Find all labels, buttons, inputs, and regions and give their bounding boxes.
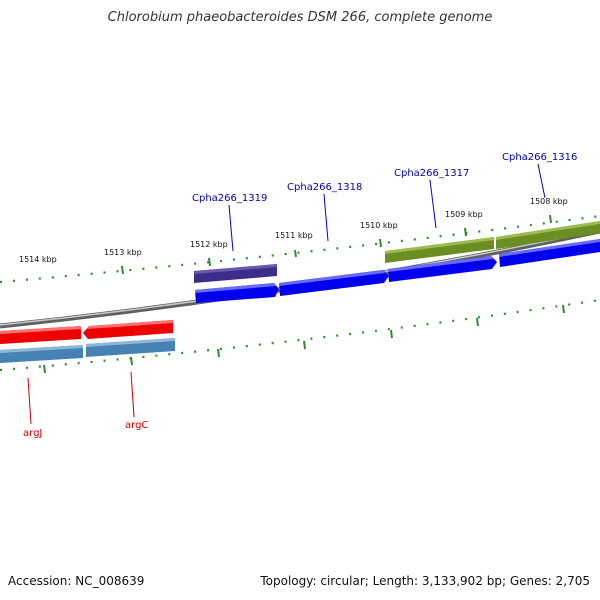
gene-arrow-cpha266-1316[interactable]	[499, 239, 600, 267]
reverse-gene-labels: argJ argC	[23, 420, 148, 439]
gene-label-cpha266-1318[interactable]: Cpha266_1318	[287, 182, 362, 193]
gene-arrow-argc[interactable]	[83, 320, 173, 339]
tick-label-1512: 1512 kbp	[190, 240, 228, 249]
gene-arrow-highlight	[499, 239, 600, 257]
cds-bar-highlight	[0, 345, 83, 353]
cds-bar-highlight	[496, 221, 600, 240]
gene-arrow-cpha266-1318[interactable]	[279, 270, 389, 296]
gene-arrow-cpha266-1319[interactable]	[195, 283, 279, 303]
forward-label-leaders	[228, 163, 546, 252]
gene-arrow-highlight	[0, 326, 81, 334]
reverse-gene-track	[0, 320, 173, 344]
tick-label-1513: 1513 kbp	[104, 248, 142, 257]
gene-arrow-highlight	[388, 256, 493, 272]
forward-gene-labels: Cpha266_1319 Cpha266_1318 Cpha266_1317 C…	[192, 152, 577, 204]
gene-label-argc[interactable]: argC	[125, 420, 148, 431]
gene-arrow-highlight	[195, 283, 276, 293]
tick-label-1514: 1514 kbp	[19, 255, 57, 264]
genome-summary-label: Topology: circular; Length: 3,133,902 bp…	[260, 574, 590, 588]
cds-bar-highlight	[194, 264, 277, 274]
tick-labels: 1514 kbp 1513 kbp 1512 kbp 1511 kbp 1510…	[19, 197, 568, 264]
gene-label-argj[interactable]: argJ	[23, 428, 42, 439]
reverse-label-leaders	[27, 371, 135, 425]
accession-label: Accession: NC_008639	[8, 574, 145, 588]
gene-arrow-highlight	[87, 320, 173, 329]
tick-label-1508: 1508 kbp	[530, 197, 568, 206]
gene-arrow-cpha266-1317[interactable]	[388, 256, 497, 282]
map-title: Chlorobium phaeobacteroides DSM 266, com…	[107, 10, 493, 25]
gene-label-cpha266-1319[interactable]: Cpha266_1319	[192, 193, 267, 204]
lower-major-ticks	[43, 304, 565, 374]
gene-label-cpha266-1317[interactable]: Cpha266_1317	[394, 168, 469, 179]
forward-gene-track	[195, 239, 600, 303]
tick-label-1509: 1509 kbp	[445, 210, 483, 219]
upper-major-ticks	[121, 214, 552, 275]
tick-label-1511: 1511 kbp	[275, 231, 313, 240]
cds-bar-highlight	[86, 338, 175, 347]
cds-bar-highlight	[385, 237, 494, 254]
reverse-cds-track	[0, 338, 175, 363]
gene-arrow-highlight	[279, 270, 385, 286]
gene-label-cpha266-1316[interactable]: Cpha266_1316	[502, 152, 577, 163]
forward-cds-track	[194, 221, 600, 283]
tick-label-1510: 1510 kbp	[360, 221, 398, 230]
